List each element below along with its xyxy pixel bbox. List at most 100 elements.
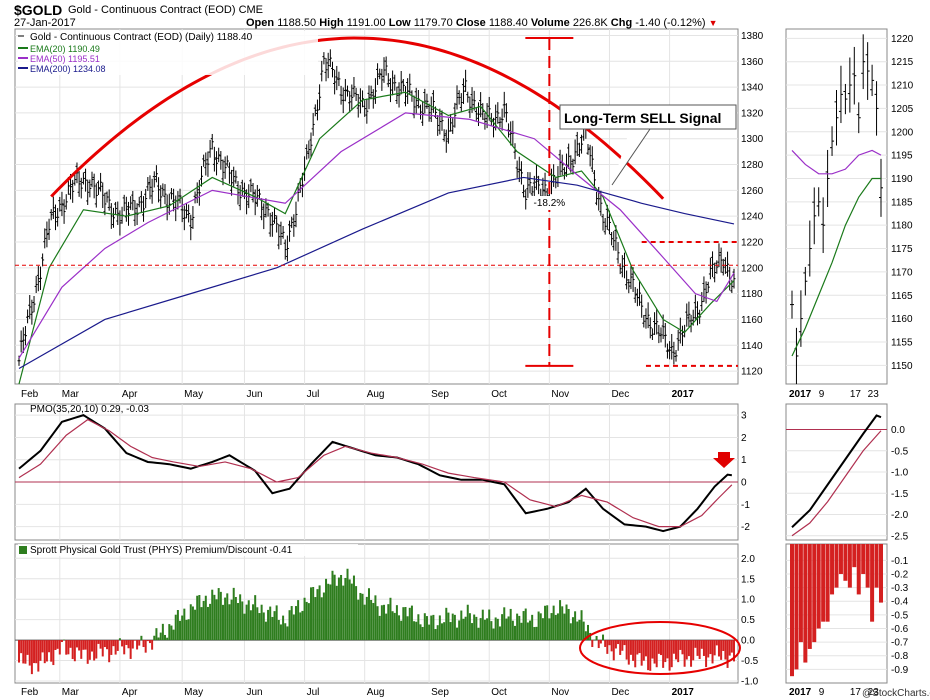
- premium-bar: [417, 614, 420, 641]
- premium-bar: [644, 640, 647, 657]
- premium-bar: [529, 620, 532, 641]
- premium-bar: [610, 640, 613, 652]
- zoom-premium-bar: [865, 544, 870, 588]
- premium-bar: [78, 640, 81, 651]
- down-arrow-icon: ▼: [708, 18, 718, 28]
- premium-bar: [181, 615, 184, 641]
- price-y-tick-label: 1140: [741, 341, 763, 352]
- decline-percent-label: -18.2%: [534, 198, 566, 209]
- premium-bar: [567, 608, 570, 641]
- ema-line-0: [18, 91, 735, 385]
- premium-bar: [580, 610, 583, 641]
- symbol: $GOLD: [14, 2, 63, 18]
- premium-bar: [430, 615, 433, 641]
- premium-bar: [565, 604, 568, 641]
- premium-bar: [378, 615, 381, 641]
- premium-bar: [458, 620, 461, 641]
- premium-bar: [550, 613, 553, 641]
- pmo-y-tick-label: 1: [741, 455, 747, 466]
- premium-bar: [717, 640, 720, 657]
- premium-x-tick-label: Sep: [431, 687, 449, 698]
- low-label: Low: [388, 17, 411, 29]
- close-value: 1188.40: [488, 17, 528, 29]
- premium-bar: [623, 640, 626, 646]
- premium-bar: [84, 640, 87, 650]
- premium-bar: [677, 640, 680, 663]
- close-label: Close: [455, 17, 486, 29]
- premium-bar: [157, 637, 160, 641]
- price-x-tick-label: Jul: [307, 389, 320, 400]
- premium-x-tick-label: Aug: [367, 687, 385, 698]
- premium-bar: [314, 597, 317, 641]
- ema-legend-text: EMA(20) 1190.49: [30, 44, 100, 54]
- price-legend-bg: [18, 31, 318, 75]
- pmo-panel-title: PMO(35,20,10) 0.29, -0.03: [30, 404, 149, 415]
- premium-x-tick-label: Apr: [122, 687, 138, 698]
- premium-bar: [284, 623, 287, 641]
- premium-y-tick-label: -0.5: [741, 656, 759, 667]
- premium-bar: [260, 604, 263, 641]
- zoom-premium-bar: [807, 544, 812, 649]
- price-x-tick-label: Apr: [122, 389, 138, 400]
- premium-bar: [683, 640, 686, 667]
- pmo-down-arrow-icon: [713, 452, 735, 468]
- premium-bar: [213, 594, 216, 641]
- premium-bar: [50, 640, 53, 662]
- price-y-tick-label: 1220: [741, 238, 764, 249]
- premium-bar: [112, 640, 115, 647]
- premium-bar: [144, 640, 147, 653]
- premium-x-tick-label: 2017: [672, 687, 695, 698]
- premium-bar: [305, 601, 308, 641]
- premium-bar: [440, 623, 443, 641]
- zoom-x-tick-label: 23: [868, 389, 880, 400]
- premium-bar: [239, 594, 242, 641]
- premium-bar: [24, 640, 27, 664]
- pmo-y-tick-label: 3: [741, 411, 747, 422]
- premium-bar: [191, 606, 194, 641]
- quote-line: Open 1188.50 High 1191.00 Low 1179.70 Cl…: [246, 17, 718, 29]
- premium-bar: [355, 586, 358, 641]
- premium-bar: [43, 640, 46, 664]
- premium-bar: [700, 640, 703, 649]
- premium-bar: [275, 605, 278, 641]
- premium-y-tick-label: 2.0: [741, 554, 755, 565]
- premium-bar: [196, 595, 199, 641]
- premium-bar: [327, 583, 330, 641]
- premium-bar: [556, 613, 559, 641]
- premium-bar: [249, 610, 252, 641]
- premium-bar: [531, 614, 534, 641]
- pmo-y-tick-label: 0: [741, 478, 747, 489]
- premium-bar: [243, 613, 246, 641]
- zoom-price-y-tick-label: 1175: [891, 244, 913, 255]
- premium-panel: [14, 543, 739, 684]
- premium-bar: [393, 612, 396, 641]
- premium-y-tick-label: -1.0: [741, 676, 759, 687]
- premium-x-tick-label: Nov: [551, 687, 569, 698]
- ema-line-2: [18, 176, 735, 370]
- zoom-price-y-tick-label: 1170: [891, 267, 913, 278]
- premium-legend-swatch: [19, 546, 27, 554]
- premium-bar: [155, 628, 158, 641]
- premium-bar: [602, 634, 605, 641]
- zoom-premium-bar: [879, 544, 883, 603]
- premium-y-tick-label: 1.5: [741, 574, 755, 585]
- pmo-y-tick-label: -2: [741, 522, 750, 533]
- sell-signal-callout-box: [559, 104, 737, 130]
- premium-bar: [629, 640, 632, 655]
- zoom-premium-y-tick-label: -0.3: [891, 583, 909, 594]
- price-x-tick-label: Jun: [246, 389, 262, 400]
- premium-y-tick-label: 0.0: [741, 636, 755, 647]
- premium-bar: [627, 640, 630, 665]
- premium-bar: [625, 640, 628, 660]
- premium-bar: [200, 607, 203, 641]
- zoom-premium-bar: [816, 544, 821, 629]
- zoom-price-panel: [785, 28, 888, 385]
- premium-bar: [138, 640, 141, 646]
- premium-bar: [357, 599, 360, 641]
- premium-bar: [481, 609, 484, 641]
- zoom-premium-bar: [812, 544, 817, 643]
- premium-bar: [619, 640, 622, 655]
- premium-bar: [477, 627, 480, 641]
- premium-bar: [363, 604, 366, 641]
- premium-bar: [492, 628, 495, 641]
